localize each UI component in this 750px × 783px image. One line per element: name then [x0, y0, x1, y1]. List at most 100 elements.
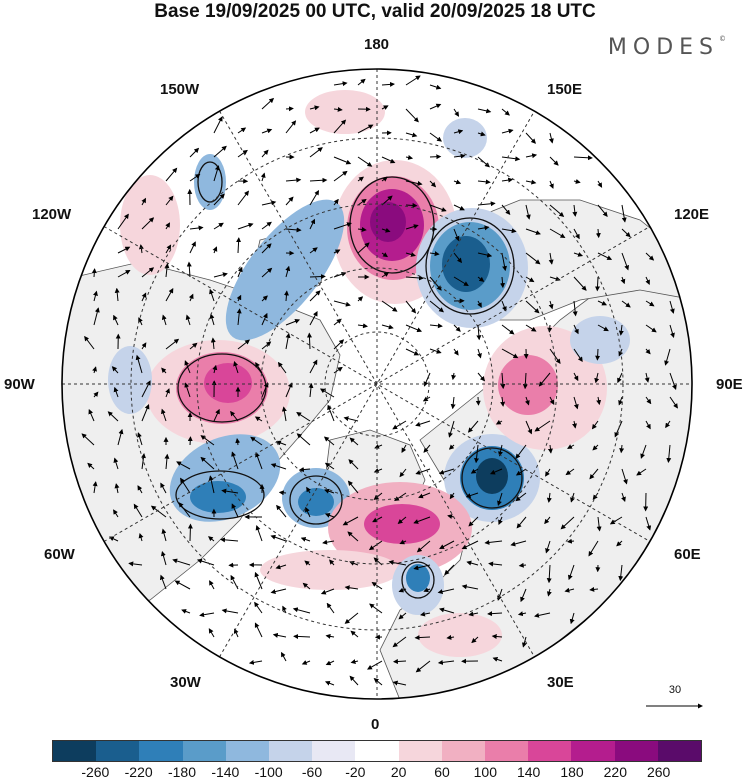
wind-arrow — [357, 227, 367, 232]
colorbar-tick-label: -140 — [211, 764, 240, 780]
wind-arrow — [665, 420, 671, 429]
wind-arrow — [200, 456, 215, 470]
wind-arrow — [128, 561, 143, 567]
wind-arrow — [187, 523, 193, 542]
colorbar-tick-label: -220 — [124, 764, 153, 780]
wind-arrow — [405, 324, 423, 333]
wind-arrow — [333, 249, 341, 255]
wind-arrow — [500, 396, 506, 407]
wind-arrow — [461, 584, 479, 590]
wind-arrow — [261, 295, 268, 302]
wind-arrow — [415, 420, 431, 427]
wind-arrow — [381, 300, 398, 312]
wind-arrow — [546, 492, 552, 503]
neg-halo-pacific — [570, 316, 630, 364]
wind-arrow — [357, 78, 366, 86]
wind-arrow — [213, 222, 224, 230]
wind-arrow — [277, 361, 287, 374]
wind-arrow — [621, 204, 627, 223]
neg-halo-farsw — [108, 346, 152, 414]
wind-arrow — [645, 300, 655, 307]
brand-name: MODES — [607, 35, 719, 60]
wind-arrow — [398, 612, 407, 620]
wind-arrow — [213, 193, 225, 206]
wind-arrow — [573, 396, 579, 410]
wind-arrow — [261, 341, 272, 350]
wind-arrow — [270, 463, 287, 470]
wind-arrow — [185, 314, 191, 326]
wind-arrow — [91, 268, 97, 278]
wind-arrow — [196, 558, 215, 566]
wind-arrow — [137, 432, 143, 446]
colorbar-tick-label: 220 — [603, 764, 628, 780]
wind-arrow — [453, 276, 469, 287]
wind-arrow — [221, 608, 239, 614]
wind-arrow — [465, 492, 479, 498]
wind-arrow — [392, 680, 407, 686]
wind-arrow — [525, 204, 531, 220]
colorbar-swatch — [53, 741, 97, 761]
wind-arrow — [237, 339, 250, 350]
wind-arrow — [545, 540, 551, 554]
wind-arrow — [161, 314, 167, 326]
wind-arrow — [596, 516, 602, 532]
wind-arrow — [621, 228, 631, 238]
wind-arrow — [199, 612, 215, 618]
wind-arrow — [589, 468, 599, 480]
wind-arrow — [165, 244, 172, 254]
wind-arrow — [261, 243, 272, 254]
wind-arrow — [484, 539, 503, 545]
wind-arrow — [453, 204, 465, 211]
wind-arrow — [333, 222, 352, 230]
wind-arrow — [500, 372, 506, 390]
wind-arrow — [357, 296, 364, 302]
wind-arrow — [413, 564, 431, 571]
wind-arrow — [278, 490, 287, 496]
wind-arrow — [589, 586, 599, 592]
wind-arrow — [261, 97, 275, 110]
wind-arrow — [405, 132, 418, 138]
wind-arrow — [448, 420, 455, 438]
pos-core-south — [364, 504, 440, 544]
colorbar-tick-label: -260 — [81, 764, 110, 780]
wind-arrow — [237, 149, 248, 158]
wind-arrow — [525, 276, 535, 283]
wind-arrow — [261, 267, 273, 278]
wind-arrow — [275, 564, 287, 570]
wind-arrow — [381, 156, 396, 164]
wind-arrow — [285, 120, 297, 134]
wind-arrow — [525, 179, 537, 185]
wind-arrow — [572, 420, 577, 429]
wind-arrow — [477, 372, 486, 382]
wind-arrow — [429, 180, 437, 188]
colorbar-swatch — [139, 741, 183, 761]
wind-arrow — [160, 550, 167, 566]
lon-label-0: 0 — [371, 716, 380, 733]
wind-arrow — [261, 128, 273, 134]
wind-arrow — [309, 311, 318, 326]
wind-arrow — [208, 536, 215, 542]
wind-arrow — [501, 300, 507, 312]
wind-arrow — [285, 332, 291, 350]
wind-arrow — [309, 218, 316, 230]
wind-arrow — [525, 132, 536, 144]
wind-arrow — [309, 127, 320, 134]
wind-arrow — [237, 222, 254, 230]
wind-arrow — [471, 636, 479, 644]
wind-arrow — [468, 611, 479, 617]
wind-arrow — [255, 525, 263, 542]
wind-arrow — [619, 444, 625, 454]
wind-arrow — [573, 348, 583, 363]
wind-arrow — [525, 153, 538, 159]
wind-arrow — [444, 564, 455, 576]
wind-arrow — [477, 252, 493, 258]
lon-label-30w: 30W — [170, 674, 201, 691]
wind-arrow — [160, 482, 167, 494]
wind-arrow — [233, 360, 239, 374]
wind-arrow — [422, 396, 431, 402]
contour-east — [461, 447, 523, 509]
colorbar-swatch — [312, 741, 356, 761]
colorbar-tick-label: -100 — [254, 764, 283, 780]
colorbar-tick-label: 180 — [560, 764, 584, 780]
wind-arrow — [549, 228, 566, 239]
